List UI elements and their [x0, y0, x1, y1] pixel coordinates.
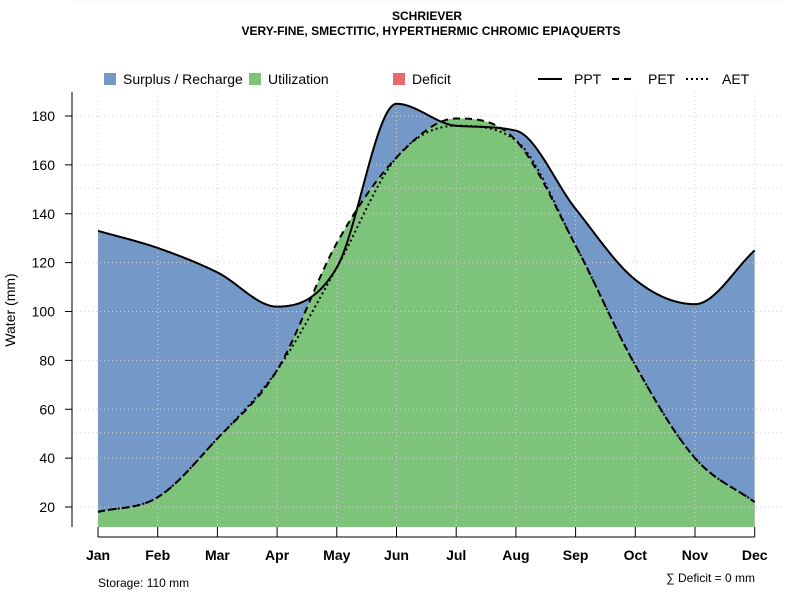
x-tick-label: Feb [145, 547, 170, 563]
x-tick-label: May [323, 547, 350, 563]
legend-label: Surplus / Recharge [123, 71, 243, 87]
utilization-area [98, 118, 755, 527]
pet-line [97, 117, 756, 513]
legend: Surplus / Recharge Utilization Deficit PPT P… [104, 71, 750, 87]
x-tick-label: Mar [205, 547, 230, 563]
y-tick-label: 80 [39, 352, 55, 368]
legend-label: PET [648, 71, 676, 87]
y-tick-label: 100 [32, 304, 56, 320]
x-tick-label: Jan [86, 547, 110, 563]
x-tick-label: Jun [384, 547, 409, 563]
legend-label: AET [722, 71, 750, 87]
y-tick-label: 140 [32, 206, 56, 222]
line-layer [97, 102, 756, 513]
ppt-line [97, 102, 756, 308]
chart-title: SCHRIEVER [392, 9, 462, 23]
legend-swatch [104, 73, 116, 85]
legend-swatch [249, 73, 261, 85]
chart-subtitle: VERY-FINE, SMECTITIC, HYPERTHERMIC CHROM… [242, 24, 621, 38]
y-tick-label: 180 [32, 108, 56, 124]
y-tick-label: 120 [32, 255, 56, 271]
legend-label: Utilization [268, 71, 329, 87]
x-tick-label: Apr [265, 547, 290, 563]
y-tick-label: 20 [39, 499, 55, 515]
x-tick-label: Oct [624, 547, 648, 563]
y-tick-label: 160 [32, 157, 56, 173]
x-tick-label: Dec [742, 547, 768, 563]
y-tick-label: 40 [39, 450, 55, 466]
grid-layer [72, 0, 782, 527]
x-tick-label: Jul [446, 547, 466, 563]
aet-line [97, 124, 756, 513]
x-tick-label: Nov [682, 547, 709, 563]
y-tick-label: 60 [39, 401, 55, 417]
x-tick-label: Aug [502, 547, 529, 563]
area-layer [98, 103, 755, 527]
legend-swatch [393, 73, 405, 85]
legend-label: PPT [574, 71, 602, 87]
storage-note: Storage: 110 mm [98, 576, 189, 590]
plot-area [72, 0, 782, 527]
deficit-note: ∑ Deficit = 0 mm [666, 571, 755, 585]
x-tick-label: Sep [563, 547, 589, 563]
legend-label: Deficit [412, 71, 451, 87]
y-axis-label: Water (mm) [2, 273, 18, 346]
axes: 20 40 60 80 100 120 140 160 180 Jan Feb Mar Apr May Ju… [32, 92, 768, 563]
